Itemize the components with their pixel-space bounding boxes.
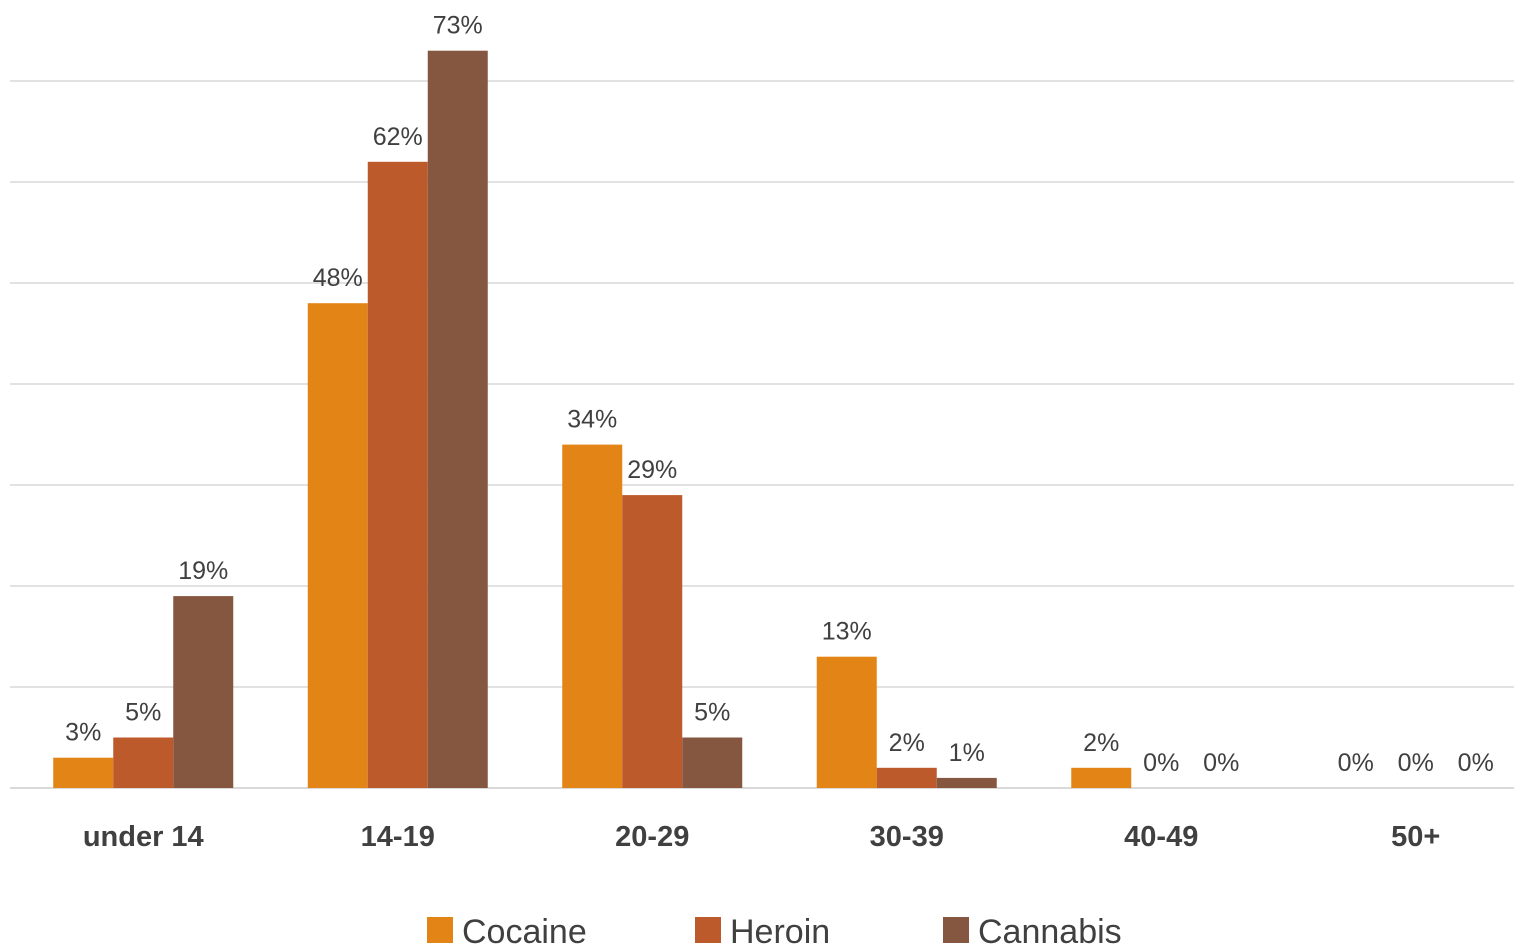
legend: Cocaine Heroin Cannabis [427,913,1122,949]
legend-label: Cannabis [978,913,1122,949]
data-label: 13% [822,618,872,646]
bar-cannabis-30-39 [936,777,997,788]
bar-heroin-30-39 [876,767,937,788]
data-label: 2% [1083,729,1119,757]
data-label: 0% [1458,749,1494,777]
data-label: 34% [567,406,617,434]
bar-cannabis-14-19 [427,50,488,788]
bar-cocaine-under-14 [53,757,114,788]
legend-item-cocaine: Cocaine [427,913,587,949]
legend-label: Heroin [730,913,830,949]
legend-swatch [427,917,453,943]
category-label: 40-49 [1124,821,1198,853]
bars [53,50,1132,789]
bar-cocaine-14-19 [307,303,368,788]
bar-cocaine-20-29 [562,444,623,788]
bar-cannabis-20-29 [682,737,743,788]
category-label: 50+ [1391,821,1440,853]
legend-item-cannabis: Cannabis [943,913,1122,949]
gridlines [10,80,1514,789]
category-label: 30-39 [870,821,944,853]
category-axis: under 14 14-19 20-29 30-39 40-49 50+ [83,821,1441,853]
category-label: 14-19 [361,821,435,853]
data-label: 5% [694,699,730,727]
legend-label: Cocaine [462,913,587,949]
legend-swatch [943,917,969,943]
bar-heroin-14-19 [367,161,428,789]
bar-cannabis-under-14 [173,596,234,788]
data-label: 19% [178,557,228,585]
data-label: 5% [125,699,161,727]
data-label: 3% [65,719,101,747]
bar-heroin-20-29 [622,495,683,788]
bar-cocaine-40-49 [1071,767,1132,788]
data-label: 62% [373,123,423,151]
data-label: 73% [433,12,483,40]
data-label: 0% [1398,749,1434,777]
data-label: 2% [889,729,925,757]
bar-heroin-under-14 [113,737,174,788]
data-label: 0% [1338,749,1374,777]
data-label: 29% [627,456,677,484]
data-label: 1% [949,739,985,767]
category-label: 20-29 [615,821,689,853]
bar-cocaine-30-39 [816,656,877,788]
legend-item-heroin: Heroin [695,913,830,949]
data-label: 48% [313,264,363,292]
legend-swatch [695,917,721,943]
data-label: 0% [1143,749,1179,777]
data-labels: 3% 5% 19% 48% 62% 73% 34% 29% 5% 13% 2% 1% 2% 0% 0% 0% 0… [65,12,1494,777]
data-label: 0% [1203,749,1239,777]
category-label: under 14 [83,821,204,853]
